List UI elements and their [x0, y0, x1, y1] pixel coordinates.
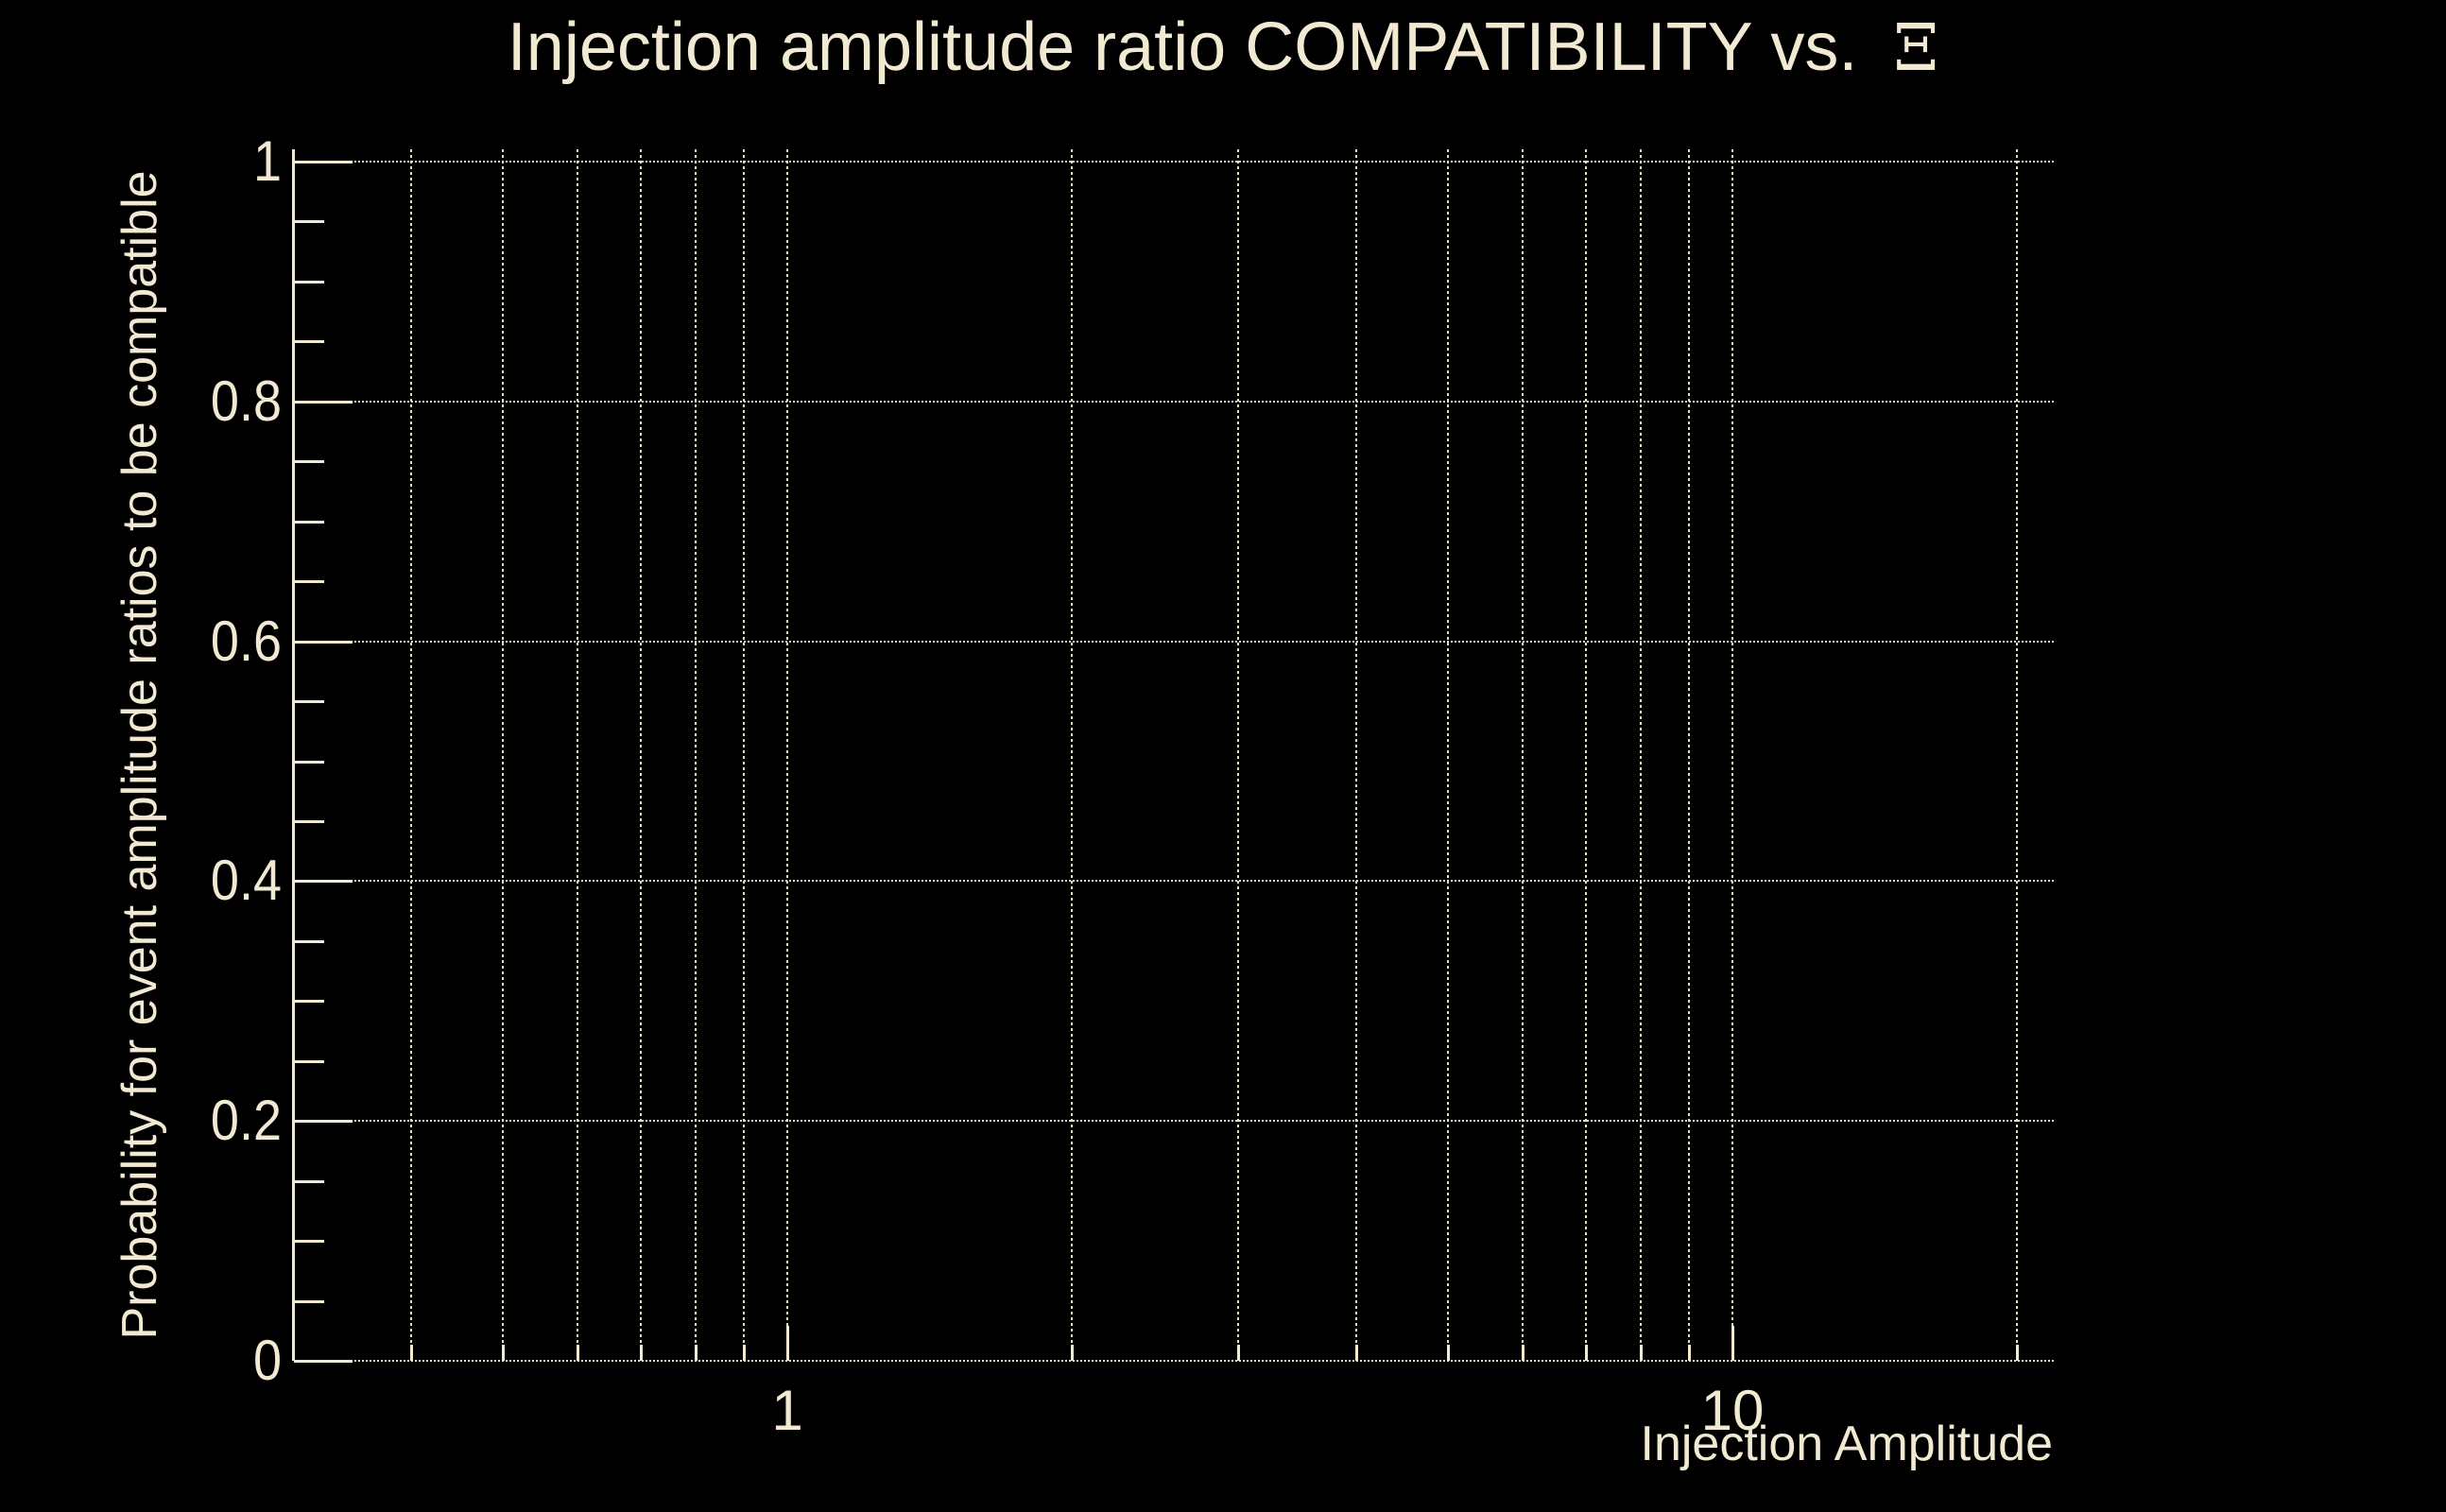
x-minor-tick — [1355, 1345, 1358, 1361]
x-gridline — [695, 149, 697, 1361]
y-major-tick — [294, 1120, 353, 1123]
x-gridline — [502, 149, 504, 1361]
y-minor-tick — [294, 940, 324, 943]
y-minor-tick — [294, 1060, 324, 1063]
y-gridline — [294, 641, 2054, 643]
y-gridline — [294, 1360, 2054, 1362]
y-tick-label: 1 — [252, 129, 282, 193]
chart-title: Injection amplitude ratio COMPATIBILITY … — [0, 13, 2446, 83]
y-major-tick — [294, 161, 353, 163]
x-gridline — [1731, 149, 1733, 1361]
x-minor-tick — [1585, 1345, 1588, 1361]
x-gridline — [410, 149, 412, 1361]
x-gridline — [1355, 149, 1357, 1361]
x-minor-tick — [695, 1345, 698, 1361]
x-major-tick — [1731, 1326, 1734, 1361]
y-tick-label: 0.8 — [210, 369, 282, 433]
y-minor-tick — [294, 1000, 324, 1003]
x-gridline — [1688, 149, 1690, 1361]
y-minor-tick — [294, 761, 324, 764]
x-minor-tick — [1640, 1345, 1643, 1361]
x-minor-tick — [410, 1345, 413, 1361]
y-gridline — [294, 880, 2054, 882]
x-minor-tick — [502, 1345, 505, 1361]
x-gridline — [640, 149, 642, 1361]
y-minor-tick — [294, 340, 324, 343]
y-gridline — [294, 1120, 2054, 1122]
x-minor-tick — [2016, 1345, 2019, 1361]
x-minor-tick — [743, 1345, 746, 1361]
y-minor-tick — [294, 1180, 324, 1183]
x-gridline — [2016, 149, 2018, 1361]
x-gridline — [1640, 149, 1642, 1361]
x-minor-tick — [1237, 1345, 1240, 1361]
y-minor-tick — [294, 220, 324, 223]
y-minor-tick — [294, 521, 324, 524]
y-major-tick — [294, 401, 353, 404]
x-major-tick — [786, 1326, 789, 1361]
y-major-tick — [294, 1360, 353, 1363]
x-gridline — [1237, 149, 1239, 1361]
y-minor-tick — [294, 460, 324, 463]
y-minor-tick — [294, 820, 324, 823]
y-major-tick — [294, 641, 353, 644]
y-minor-tick — [294, 580, 324, 583]
y-tick-label: 0.4 — [210, 849, 282, 912]
x-minor-tick — [640, 1345, 643, 1361]
y-tick-label: 0.6 — [210, 610, 282, 673]
x-tick-label: 10 — [1700, 1379, 1765, 1442]
y-minor-tick — [294, 700, 324, 703]
x-axis-title: Injection Amplitude — [1640, 1417, 2054, 1471]
x-tick-label: 1 — [771, 1379, 803, 1442]
x-gridline — [1585, 149, 1587, 1361]
y-gridline — [294, 401, 2054, 403]
xi-symbol: Ξ — [1893, 11, 1939, 86]
y-axis-title: Probability for event amplitude ratios t… — [112, 170, 167, 1340]
y-minor-tick — [294, 1240, 324, 1243]
y-axis-line — [292, 149, 295, 1361]
x-minor-tick — [1522, 1345, 1524, 1361]
x-gridline — [1447, 149, 1449, 1361]
x-gridline — [1071, 149, 1073, 1361]
y-minor-tick — [294, 281, 324, 284]
y-tick-label: 0 — [252, 1329, 282, 1392]
x-gridline — [577, 149, 578, 1361]
x-minor-tick — [577, 1345, 579, 1361]
x-minor-tick — [1447, 1345, 1450, 1361]
y-minor-tick — [294, 1300, 324, 1303]
y-tick-label: 0.2 — [210, 1089, 282, 1152]
chart-title-text: Injection amplitude ratio COMPATIBILITY … — [507, 9, 1858, 85]
x-gridline — [743, 149, 745, 1361]
x-minor-tick — [1688, 1345, 1691, 1361]
y-gridline — [294, 161, 2054, 163]
x-gridline — [1522, 149, 1524, 1361]
y-major-tick — [294, 880, 353, 883]
x-gridline — [786, 149, 788, 1361]
x-minor-tick — [1071, 1345, 1074, 1361]
